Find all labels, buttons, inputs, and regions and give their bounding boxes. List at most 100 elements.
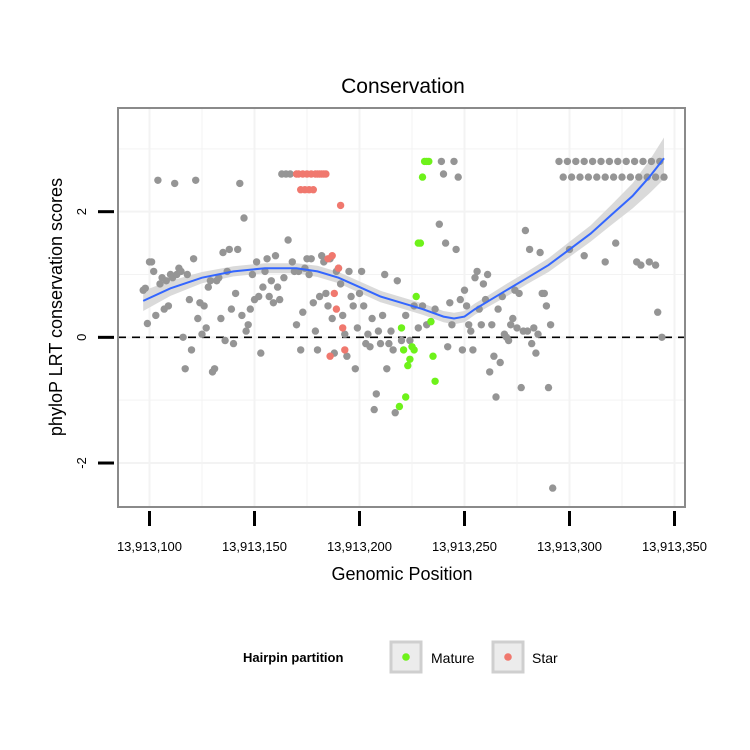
y-axis-title: phyloP LRT conservation scores bbox=[46, 178, 66, 436]
data-point-other bbox=[229, 339, 238, 348]
data-point-mature bbox=[429, 352, 437, 360]
data-point-other bbox=[637, 261, 645, 269]
data-point-star bbox=[336, 201, 345, 210]
data-point-other bbox=[292, 321, 301, 329]
data-point-other bbox=[656, 157, 664, 166]
data-point-other bbox=[486, 368, 494, 376]
data-point-other bbox=[555, 157, 563, 166]
data-point-other bbox=[181, 365, 189, 373]
confidence-band bbox=[143, 137, 664, 325]
data-point-other bbox=[276, 295, 284, 304]
data-point-other bbox=[187, 346, 196, 354]
x-tick-label: 13,913,100 bbox=[117, 539, 182, 554]
chart-title: Conservation bbox=[341, 75, 465, 98]
data-point-other bbox=[658, 333, 666, 341]
data-point-other bbox=[462, 302, 471, 310]
data-point-other bbox=[246, 305, 254, 313]
data-point-other bbox=[189, 255, 198, 263]
data-point-other bbox=[269, 299, 278, 307]
data-point-other bbox=[532, 349, 540, 357]
x-axis: 13,913,100 13,913,150 13,913,200 13,913,250… bbox=[117, 511, 707, 554]
data-point-other bbox=[439, 170, 448, 178]
data-point-other bbox=[576, 173, 584, 181]
data-point-other bbox=[614, 157, 622, 166]
x-axis-title: Genomic Position bbox=[331, 564, 472, 584]
data-point-other bbox=[194, 314, 202, 323]
data-point-star bbox=[339, 324, 347, 332]
data-point-mature bbox=[425, 157, 433, 166]
data-point-other bbox=[288, 258, 296, 266]
data-point-other bbox=[360, 302, 368, 310]
data-point-mature bbox=[431, 377, 439, 385]
data-point-other bbox=[345, 267, 353, 276]
data-point-other bbox=[654, 308, 662, 316]
data-point-other bbox=[259, 283, 267, 291]
data-point-other bbox=[372, 390, 380, 398]
data-point-other bbox=[255, 292, 263, 301]
data-point-other bbox=[147, 258, 156, 266]
data-point-other bbox=[521, 226, 530, 235]
data-point-other bbox=[651, 261, 660, 269]
data-point-other bbox=[601, 258, 609, 266]
data-point-other bbox=[185, 295, 194, 304]
data-point-other bbox=[252, 258, 261, 266]
data-point-other bbox=[387, 327, 395, 335]
data-point-other bbox=[643, 173, 651, 181]
data-point-other bbox=[465, 321, 473, 329]
grid-lines bbox=[118, 108, 685, 507]
data-point-other bbox=[483, 270, 492, 279]
data-point-other bbox=[202, 324, 210, 332]
data-point-other bbox=[305, 270, 313, 279]
data-point-other bbox=[467, 327, 475, 335]
data-point-other bbox=[406, 336, 414, 345]
data-point-other bbox=[630, 157, 639, 166]
data-point-other bbox=[540, 289, 548, 298]
x-tick-label: 13,913,350 bbox=[642, 539, 707, 554]
data-point-other bbox=[143, 319, 152, 328]
data-point-other bbox=[647, 157, 656, 166]
data-points-layer bbox=[139, 157, 668, 492]
data-point-mature bbox=[397, 324, 406, 332]
x-tick-label: 13,913,150 bbox=[222, 539, 287, 554]
smooth-trend-line bbox=[142, 157, 665, 320]
data-point-other bbox=[513, 324, 521, 332]
data-point-other bbox=[488, 321, 496, 329]
data-point-other bbox=[234, 245, 242, 254]
x-tick-label: 13,913,300 bbox=[537, 539, 602, 554]
data-point-other bbox=[299, 308, 307, 316]
data-point-other bbox=[609, 173, 618, 181]
data-point-other bbox=[534, 330, 542, 338]
data-point-other bbox=[368, 314, 376, 323]
data-point-other bbox=[536, 248, 544, 257]
data-point-star bbox=[322, 170, 330, 178]
data-point-other bbox=[456, 295, 464, 304]
confidence-band-layer bbox=[143, 137, 664, 325]
data-point-mature bbox=[416, 239, 425, 247]
data-point-mature bbox=[418, 173, 427, 181]
data-point-other bbox=[141, 284, 149, 292]
data-point-other bbox=[383, 365, 391, 373]
data-point-other bbox=[206, 277, 215, 285]
data-point-other bbox=[152, 311, 160, 320]
data-point-other bbox=[336, 280, 345, 288]
data-point-other bbox=[204, 283, 212, 291]
data-point-other bbox=[435, 220, 443, 228]
data-point-other bbox=[437, 157, 446, 166]
data-point-star bbox=[326, 352, 334, 360]
data-point-other bbox=[588, 157, 597, 166]
data-point-other bbox=[219, 248, 227, 257]
data-point-other bbox=[280, 274, 288, 282]
legend-dot-mature bbox=[402, 653, 410, 661]
data-point-other bbox=[261, 267, 269, 276]
legend: Hairpin partition Mature Star bbox=[243, 640, 558, 674]
data-point-mature bbox=[402, 393, 410, 401]
data-point-other bbox=[349, 302, 357, 310]
data-point-other bbox=[477, 321, 485, 329]
data-point-other bbox=[458, 346, 467, 354]
legend-label-mature: Mature bbox=[431, 650, 475, 666]
data-point-other bbox=[192, 176, 200, 184]
data-point-other bbox=[318, 252, 326, 260]
legend-item-star: Star bbox=[491, 640, 558, 674]
data-point-other bbox=[324, 302, 332, 310]
data-point-other bbox=[215, 274, 223, 282]
